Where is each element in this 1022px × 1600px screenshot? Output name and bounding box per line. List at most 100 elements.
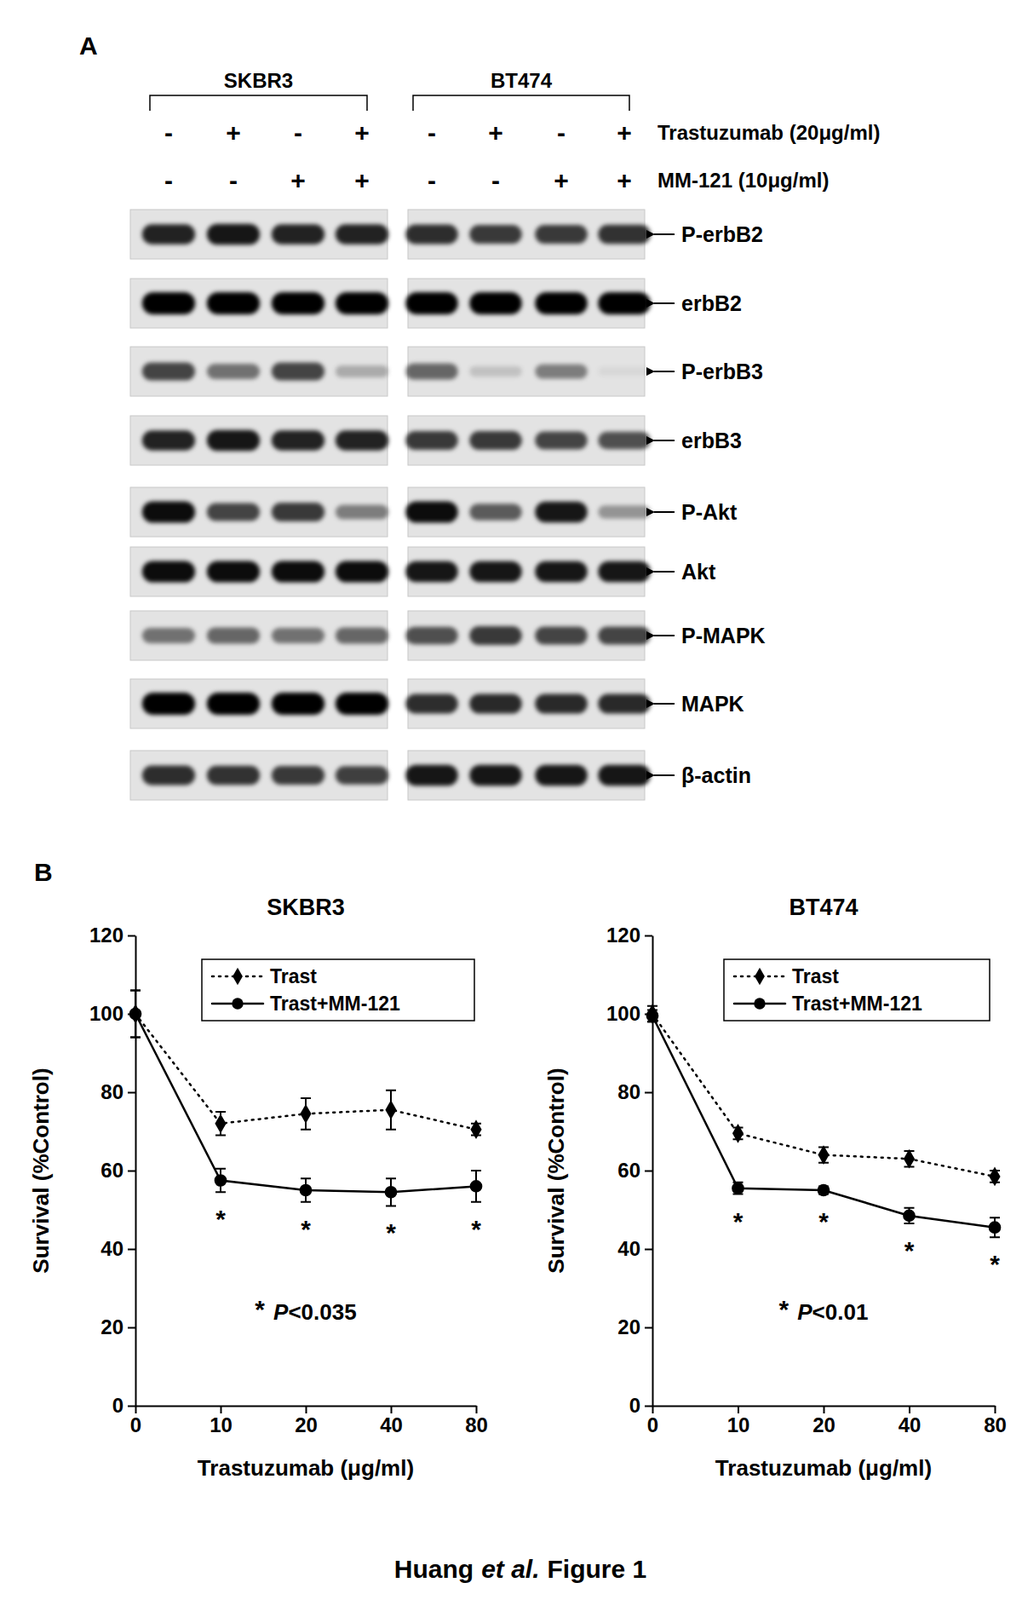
annotation: *	[385, 1217, 397, 1246]
note-condition: <0.035	[287, 1298, 356, 1325]
figure: ABSKBR3-+-+--++BT474-+-+--++Trastuzumab …	[0, 0, 1022, 1600]
band	[534, 430, 588, 449]
tick-label: 20	[100, 1314, 124, 1338]
band	[206, 560, 260, 582]
band	[405, 561, 459, 582]
band	[271, 430, 325, 451]
tick-mark	[994, 1405, 997, 1413]
tick-mark	[220, 1405, 223, 1413]
band	[405, 500, 459, 523]
tick-mark	[644, 1326, 653, 1329]
panel-label: A	[79, 31, 98, 60]
marker	[214, 1113, 226, 1133]
band	[534, 764, 588, 786]
band	[335, 627, 389, 644]
band	[142, 361, 196, 380]
marker	[903, 1148, 915, 1169]
series-line	[652, 1015, 995, 1227]
tick-label: 10	[727, 1412, 751, 1436]
tick: 60	[617, 1158, 653, 1182]
plot-marks	[646, 1004, 1002, 1238]
row-label: Akt	[681, 559, 717, 584]
tick-mark	[127, 1170, 136, 1172]
tick: 40	[898, 1405, 922, 1436]
marker	[817, 1183, 831, 1197]
series-line	[135, 1013, 477, 1192]
band	[597, 764, 651, 786]
band	[597, 292, 651, 315]
band	[469, 764, 523, 786]
caption-etal: et al.	[481, 1554, 540, 1583]
tick-mark	[127, 1091, 136, 1094]
band	[142, 560, 196, 582]
treatment-sign: -	[556, 118, 566, 147]
band	[534, 625, 588, 644]
band	[271, 502, 325, 522]
band	[405, 363, 459, 380]
legend-marker	[232, 967, 243, 985]
treatment-label: MM-121 (10μg/ml)	[657, 168, 829, 192]
legend-box	[723, 958, 990, 1021]
band	[597, 561, 651, 582]
tick-label: 40	[898, 1412, 922, 1436]
band	[597, 431, 651, 449]
chart: SKBR3020406080100120010204080Trastuzumab…	[28, 894, 489, 1481]
band	[405, 292, 459, 315]
tick-label: 20	[812, 1412, 836, 1436]
treatment-sign: +	[488, 118, 504, 147]
tick: 120	[89, 923, 136, 947]
tick-mark	[644, 1091, 653, 1094]
marker	[988, 1220, 1002, 1234]
row-label: erbB2	[681, 291, 742, 316]
band	[206, 430, 260, 451]
tick-label: 0	[130, 1412, 142, 1436]
tick-label: 60	[617, 1158, 641, 1182]
tick-mark	[135, 1405, 138, 1413]
caption: Huanget al.Figure 1	[394, 1554, 647, 1583]
row-label: P-Akt	[681, 499, 738, 524]
band	[206, 223, 260, 245]
band	[469, 693, 523, 713]
band	[405, 764, 459, 786]
tick: 40	[379, 1405, 403, 1436]
band	[206, 363, 260, 379]
legend: TrastTrast+MM-121	[723, 958, 990, 1021]
marker	[384, 1099, 397, 1120]
treatment-sign: -	[229, 166, 238, 195]
band	[142, 430, 196, 451]
band	[469, 430, 523, 450]
y-axis: 020406080100120	[606, 923, 654, 1417]
x-axis: 010204080	[130, 1405, 489, 1436]
tick-mark	[127, 1405, 136, 1407]
row-label: P-erbB2	[681, 222, 764, 247]
treatment-sign: -	[427, 166, 437, 195]
band	[206, 292, 260, 315]
band	[142, 692, 196, 715]
annotation: *	[300, 1214, 311, 1243]
band	[335, 765, 389, 785]
row-label: β-actin	[681, 763, 752, 787]
row-label: P-MAPK	[681, 623, 766, 648]
band	[405, 626, 459, 644]
band	[206, 627, 260, 644]
tick-mark	[390, 1405, 393, 1413]
tick: 100	[606, 1001, 653, 1025]
marker	[470, 1179, 483, 1193]
tick-label: 80	[100, 1079, 124, 1103]
tick: 120	[606, 923, 653, 947]
band	[469, 625, 523, 645]
note: *P<0.01	[779, 1294, 869, 1325]
tick: 80	[465, 1405, 489, 1436]
tick: 20	[294, 1405, 318, 1436]
band	[469, 561, 523, 582]
tick-label: 100	[89, 1001, 124, 1025]
chart: BT474020406080100120010204080Trastuzumab…	[543, 894, 1007, 1481]
tick-mark	[305, 1405, 308, 1413]
treatment-sign: -	[427, 118, 437, 147]
tick: 20	[100, 1314, 136, 1338]
band	[335, 692, 389, 715]
tick-label: 40	[617, 1236, 641, 1260]
tick: 20	[812, 1405, 836, 1436]
tick: 0	[647, 1405, 659, 1436]
cell-line-label: SKBR3	[223, 68, 293, 92]
